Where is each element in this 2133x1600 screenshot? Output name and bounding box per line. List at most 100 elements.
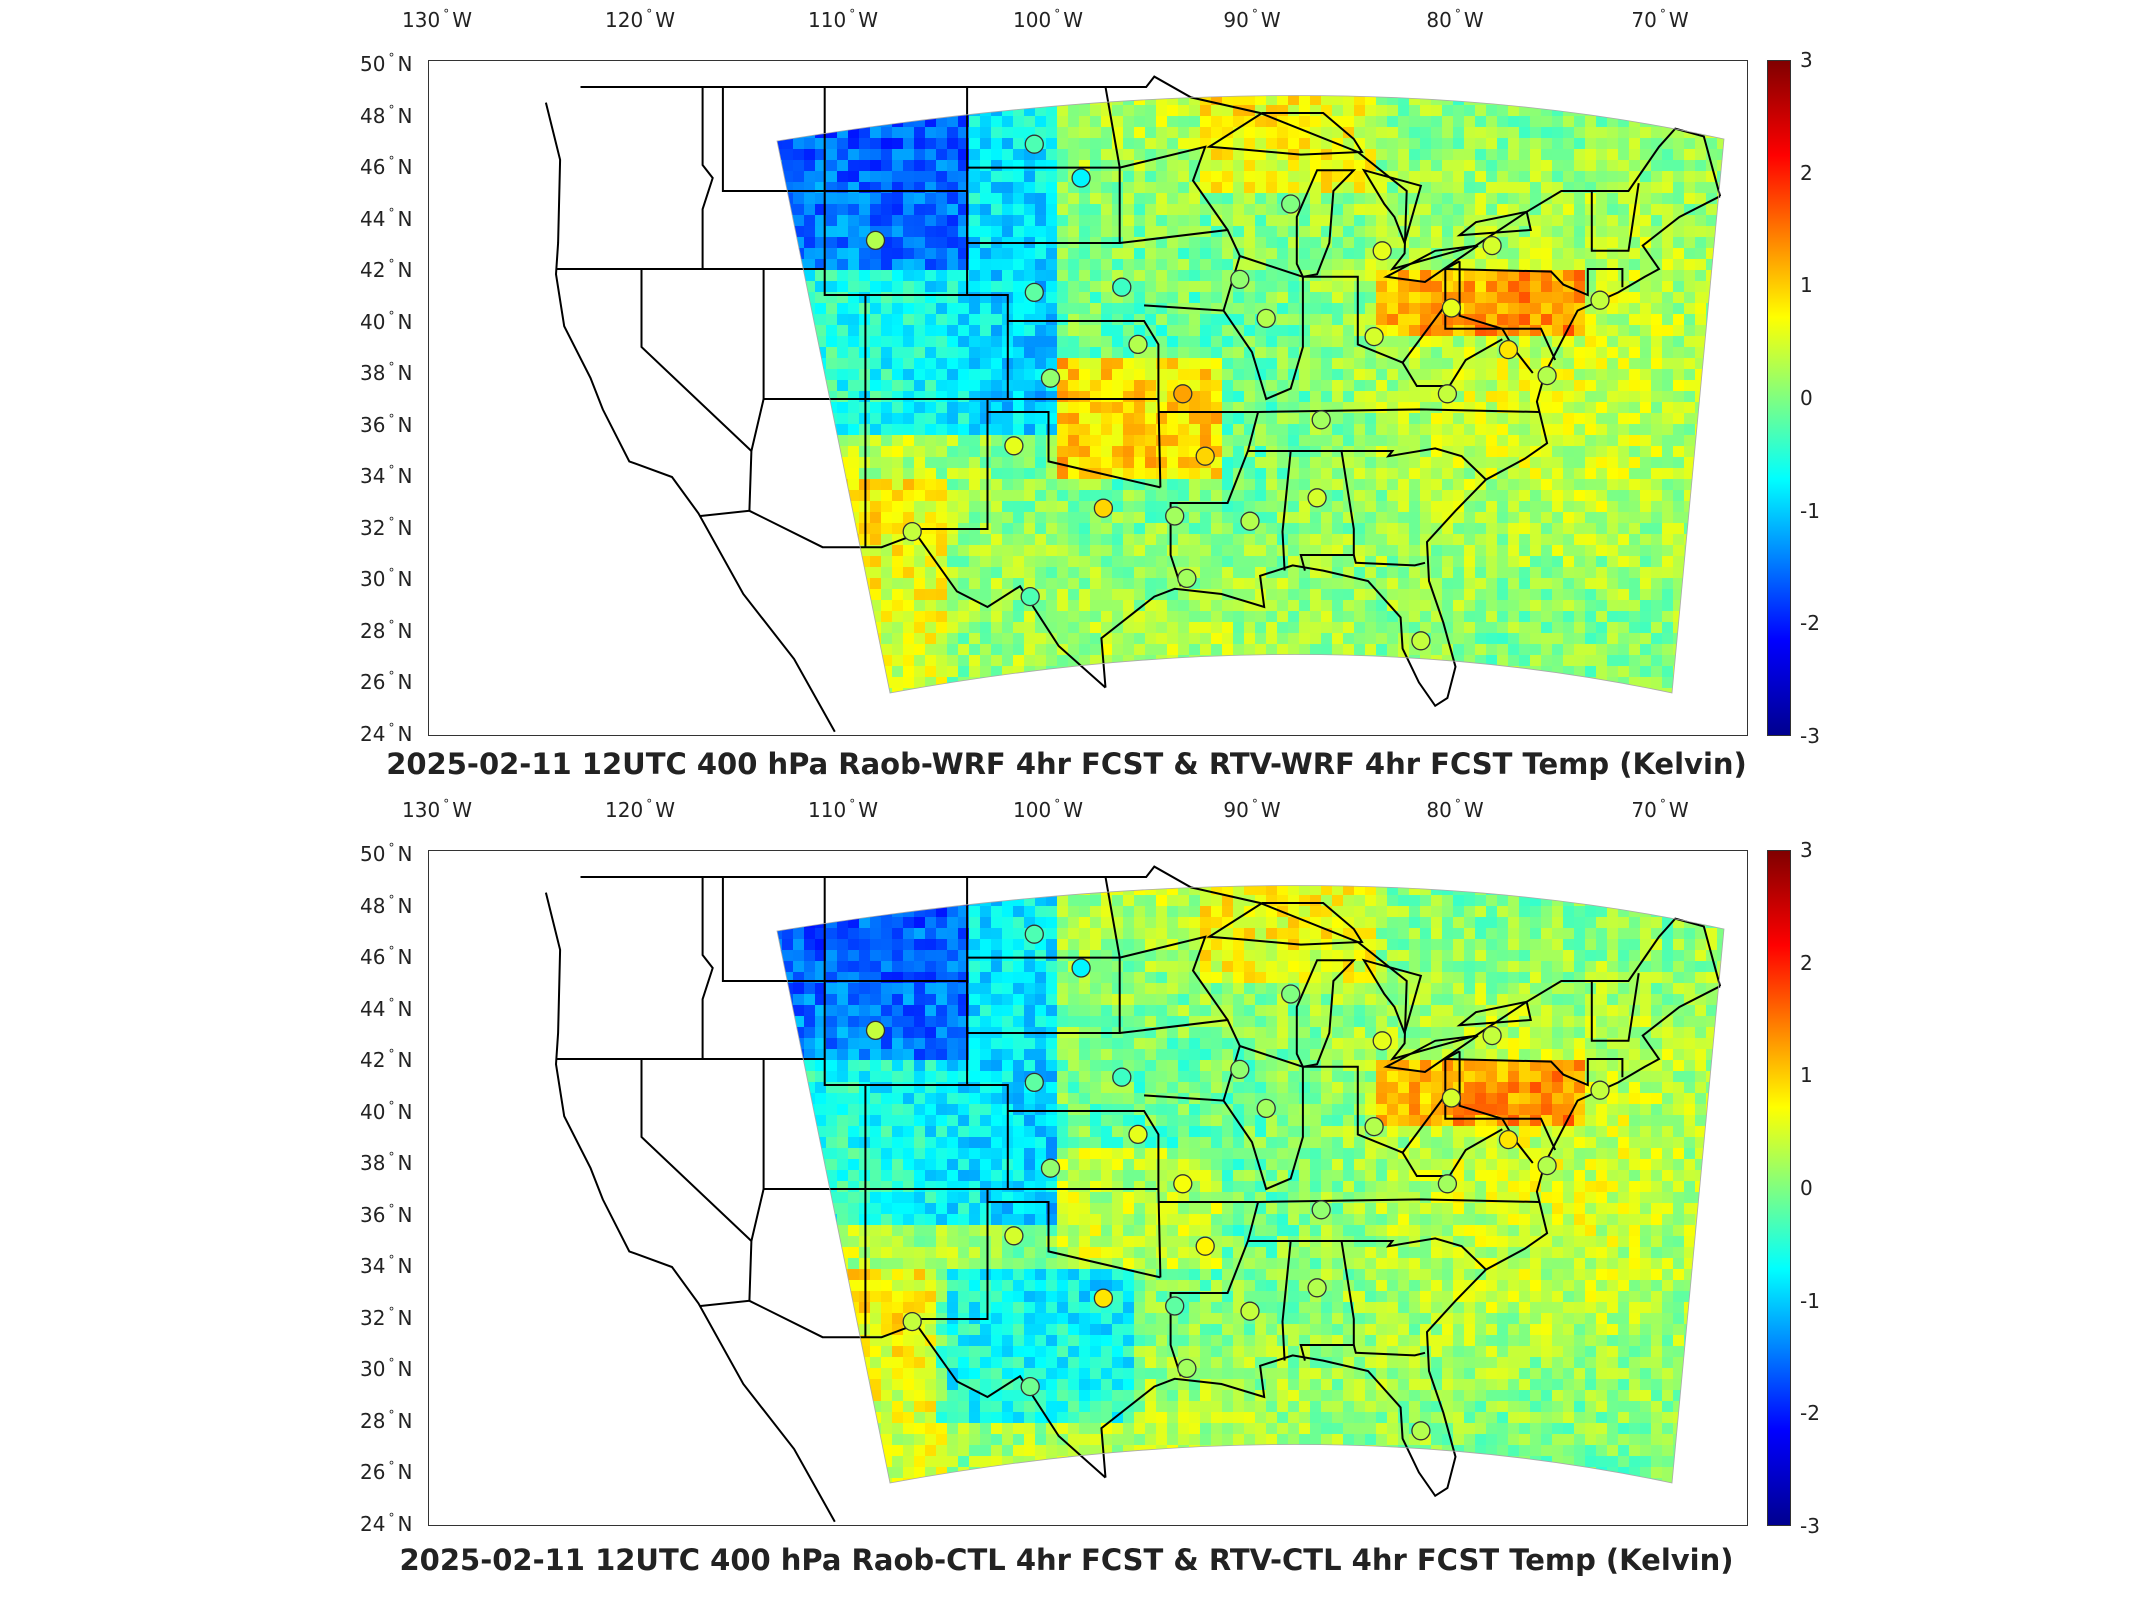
field-cell [1574,182,1586,194]
field-cell [1728,61,1740,73]
field-cell [1662,457,1674,469]
field-cell [1156,303,1168,315]
field-cell [1706,369,1718,381]
field-cell [1420,204,1432,216]
field-cell [903,336,915,348]
field-cell [903,259,915,271]
field-cell [1376,61,1388,73]
field-cell [947,358,959,370]
field-cell [1519,347,1531,359]
field-cell [958,171,970,183]
field-cell [925,215,937,227]
field-cell [804,644,816,656]
field-cell [1541,105,1553,117]
field-cell [1167,457,1179,469]
field-cell [903,292,915,304]
field-cell [914,435,926,447]
field-cell [1673,589,1685,601]
field-cell [1651,347,1663,359]
field-cell [1002,204,1014,216]
field-cell [1574,72,1586,84]
field-cell [1486,600,1498,612]
field-cell [1530,391,1542,403]
field-cell [859,171,871,183]
field-cell [1255,149,1267,161]
field-cell [1640,622,1652,634]
field-cell [1013,413,1025,425]
field-cell [1673,556,1685,568]
field-cell [837,149,849,161]
field-cell [1046,149,1058,161]
field-cell [1079,193,1091,205]
field-cell [1222,534,1234,546]
field-cell [969,567,981,579]
field-cell [958,633,970,645]
field-cell [1695,95,1707,106]
field-cell [1343,611,1355,623]
field-cell [1222,655,1234,667]
field-cell [1464,479,1476,491]
field-cell [1233,512,1245,524]
field-cell [903,237,915,249]
field-cell [991,83,1003,95]
field-cell [859,149,871,161]
field-cell [1387,336,1399,348]
field-cell [1508,622,1520,634]
field-cell [1376,215,1388,227]
field-cell [1387,314,1399,326]
field-cell [1728,160,1740,172]
field-cell [1585,248,1597,260]
field-cell [1211,490,1223,502]
latitude-label: 46 ° N [360,154,412,179]
field-cell [749,292,761,304]
field-cell [881,248,893,260]
field-cell [1013,380,1025,392]
field-cell [1519,644,1531,656]
field-cell [1354,314,1366,326]
field-cell [1013,281,1025,293]
field-cell [1123,270,1135,282]
field-cell [1376,512,1388,524]
field-cell [1200,600,1212,612]
field-cell [782,270,794,282]
field-cell [1651,226,1663,238]
field-cell [1563,292,1575,304]
field-cell [837,369,849,381]
degree-symbol: ° [388,463,395,477]
field-cell [1552,314,1564,326]
field-cell [793,160,805,172]
field-cell [1486,567,1498,579]
field-cell [1574,259,1586,271]
field-cell [1695,336,1707,348]
field-cell [760,83,772,95]
field-cell [848,413,860,425]
field-cell [793,292,805,304]
field-cell [925,578,937,590]
field-cell [914,292,926,304]
field-cell [826,72,838,84]
field-cell [1112,644,1124,656]
field-cell [815,292,827,304]
field-cell [1035,402,1047,414]
field-cell [947,534,959,546]
field-cell [1299,105,1311,117]
field-cell [1728,391,1740,403]
field-cell [1321,380,1333,392]
field-cell [1090,193,1102,205]
field-cell [1453,457,1465,469]
field-cell [1178,545,1190,557]
field-cell [1189,325,1201,337]
field-cell [1255,292,1267,304]
field-cell [815,325,827,337]
field-cell [1244,347,1256,359]
field-cell [1321,171,1333,183]
field-cell [980,182,992,194]
field-cell [760,336,772,348]
field-cell [815,149,827,161]
field-cell [936,270,948,282]
field-cell [1596,424,1608,436]
field-cell [1343,424,1355,436]
field-cell [1508,61,1520,73]
field-cell [848,61,860,73]
field-cell [1574,204,1586,216]
